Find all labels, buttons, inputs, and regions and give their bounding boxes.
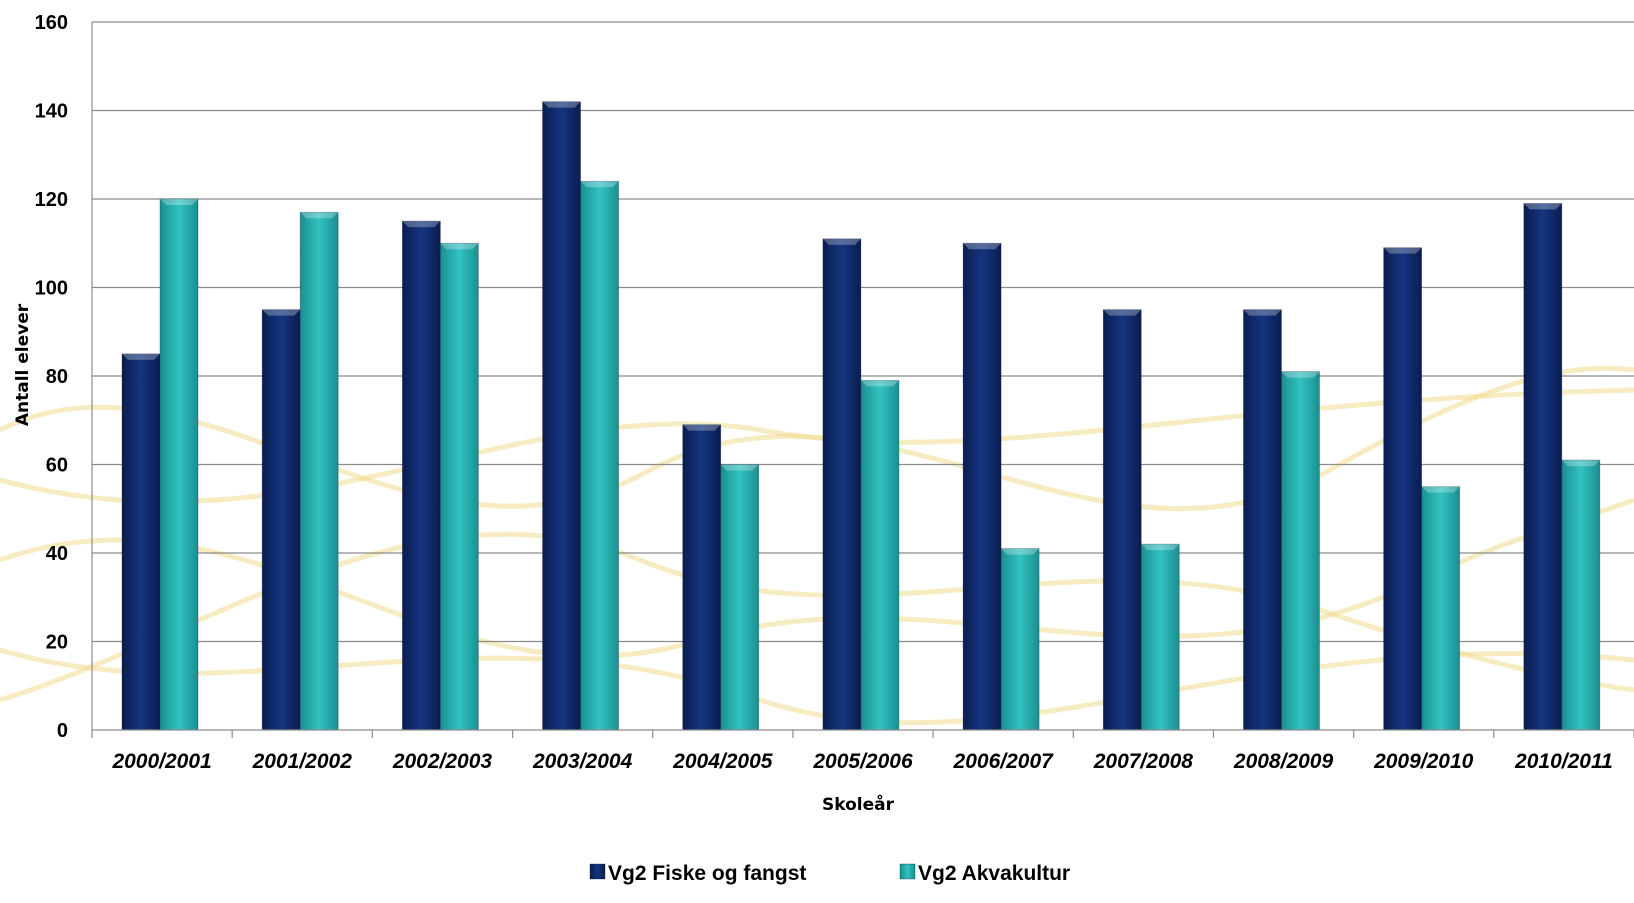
bar-bevel: [580, 181, 619, 188]
bar-fiske-og-fangst: [1102, 309, 1142, 731]
x-tick-label: 2003/2004: [532, 750, 633, 773]
axes: [91, 22, 1634, 738]
bar-bevel: [682, 424, 721, 431]
x-tick-label: 2004/2005: [672, 750, 773, 773]
bar-akvakultur: [580, 180, 619, 731]
bar-akvakultur: [1000, 548, 1040, 731]
bars: [121, 101, 1601, 731]
bar-bevel: [963, 243, 1002, 250]
bar-akvakultur: [1421, 486, 1461, 731]
y-tick-label: 120: [35, 189, 68, 211]
bar-bevel: [1561, 460, 1600, 467]
y-tick-label: 60: [46, 455, 68, 477]
bar-bevel: [1001, 548, 1040, 555]
y-tick-label: 140: [35, 101, 68, 123]
bar-akvakultur: [1281, 371, 1320, 731]
bar-bevel: [262, 309, 301, 316]
bar-bevel: [822, 238, 861, 245]
bar-fiske-og-fangst: [542, 101, 581, 731]
x-tick-label: 2000/2001: [111, 750, 211, 773]
bar-fiske-og-fangst: [1523, 203, 1563, 731]
x-tick-label: 2006/2007: [953, 750, 1055, 773]
bar-fiske-og-fangst: [1243, 309, 1282, 731]
bar-akvakultur: [439, 242, 479, 731]
bar-fiske-og-fangst: [1383, 247, 1423, 731]
x-tick-label: 2009/2010: [1373, 750, 1474, 773]
bar-akvakultur: [159, 198, 199, 731]
bar-fiske-og-fangst: [962, 242, 1002, 731]
bar-akvakultur: [1561, 459, 1601, 731]
bar-bevel: [1141, 544, 1180, 551]
bar-bevel: [860, 380, 899, 387]
bar-bevel: [440, 243, 479, 250]
bar-fiske-og-fangst: [261, 309, 301, 731]
bar-bevel: [720, 464, 759, 471]
bar-akvakultur: [299, 211, 339, 731]
x-tick-labels: 2000/2001 2001/2002 2002/2003 2003/2004 2004…: [111, 750, 1612, 773]
bar-bevel: [160, 199, 198, 205]
bar-akvakultur: [1140, 543, 1180, 731]
y-tick-label: 100: [35, 278, 68, 300]
x-tick-label: 2002/2003: [392, 750, 493, 773]
legend-label: Vg2 Akvakultur: [918, 862, 1070, 885]
bar-bevel: [122, 353, 160, 360]
bar-fiske-og-fangst: [822, 238, 862, 731]
bar-bevel: [1383, 247, 1422, 254]
bar-fiske-og-fangst: [682, 424, 722, 731]
bar-fiske-og-fangst: [401, 220, 441, 731]
x-axis-label: Skoleår: [822, 793, 895, 815]
x-tick-label: 2007/2008: [1093, 750, 1194, 773]
y-tick-label: 20: [46, 632, 68, 654]
bar-bevel: [402, 221, 441, 228]
bar-bevel: [300, 212, 339, 219]
bar-bevel: [542, 101, 581, 108]
y-tick-label: 160: [35, 12, 68, 34]
y-tick-labels: 0 20 40 60 80 100 120 140 160: [35, 12, 68, 742]
legend-label: Vg2 Fiske og fangst: [608, 862, 806, 885]
bar-bevel: [1103, 309, 1142, 316]
x-tick-label: 2005/2006: [812, 750, 913, 773]
bar-akvakultur: [720, 464, 760, 731]
y-tick-label: 0: [57, 720, 68, 742]
legend-swatch: [589, 863, 606, 880]
y-tick-label: 40: [46, 543, 68, 565]
bar-bevel: [1281, 371, 1320, 378]
legend-swatch: [899, 863, 916, 880]
bar-bevel: [1243, 309, 1282, 316]
x-tick-label: 2008/2009: [1233, 750, 1334, 773]
legend: Vg2 Fiske og fangst Vg2 Akvakultur: [589, 862, 1070, 885]
y-tick-label: 80: [46, 366, 68, 388]
bar-bevel: [1421, 486, 1460, 493]
y-axis-label: Antall elever: [13, 303, 33, 426]
bar-bevel: [1523, 203, 1562, 210]
x-tick-label: 2001/2002: [252, 750, 353, 773]
bar-fiske-og-fangst: [121, 353, 161, 731]
x-tick-label: 2010/2011: [1514, 750, 1613, 773]
bar-akvakultur: [860, 380, 900, 731]
